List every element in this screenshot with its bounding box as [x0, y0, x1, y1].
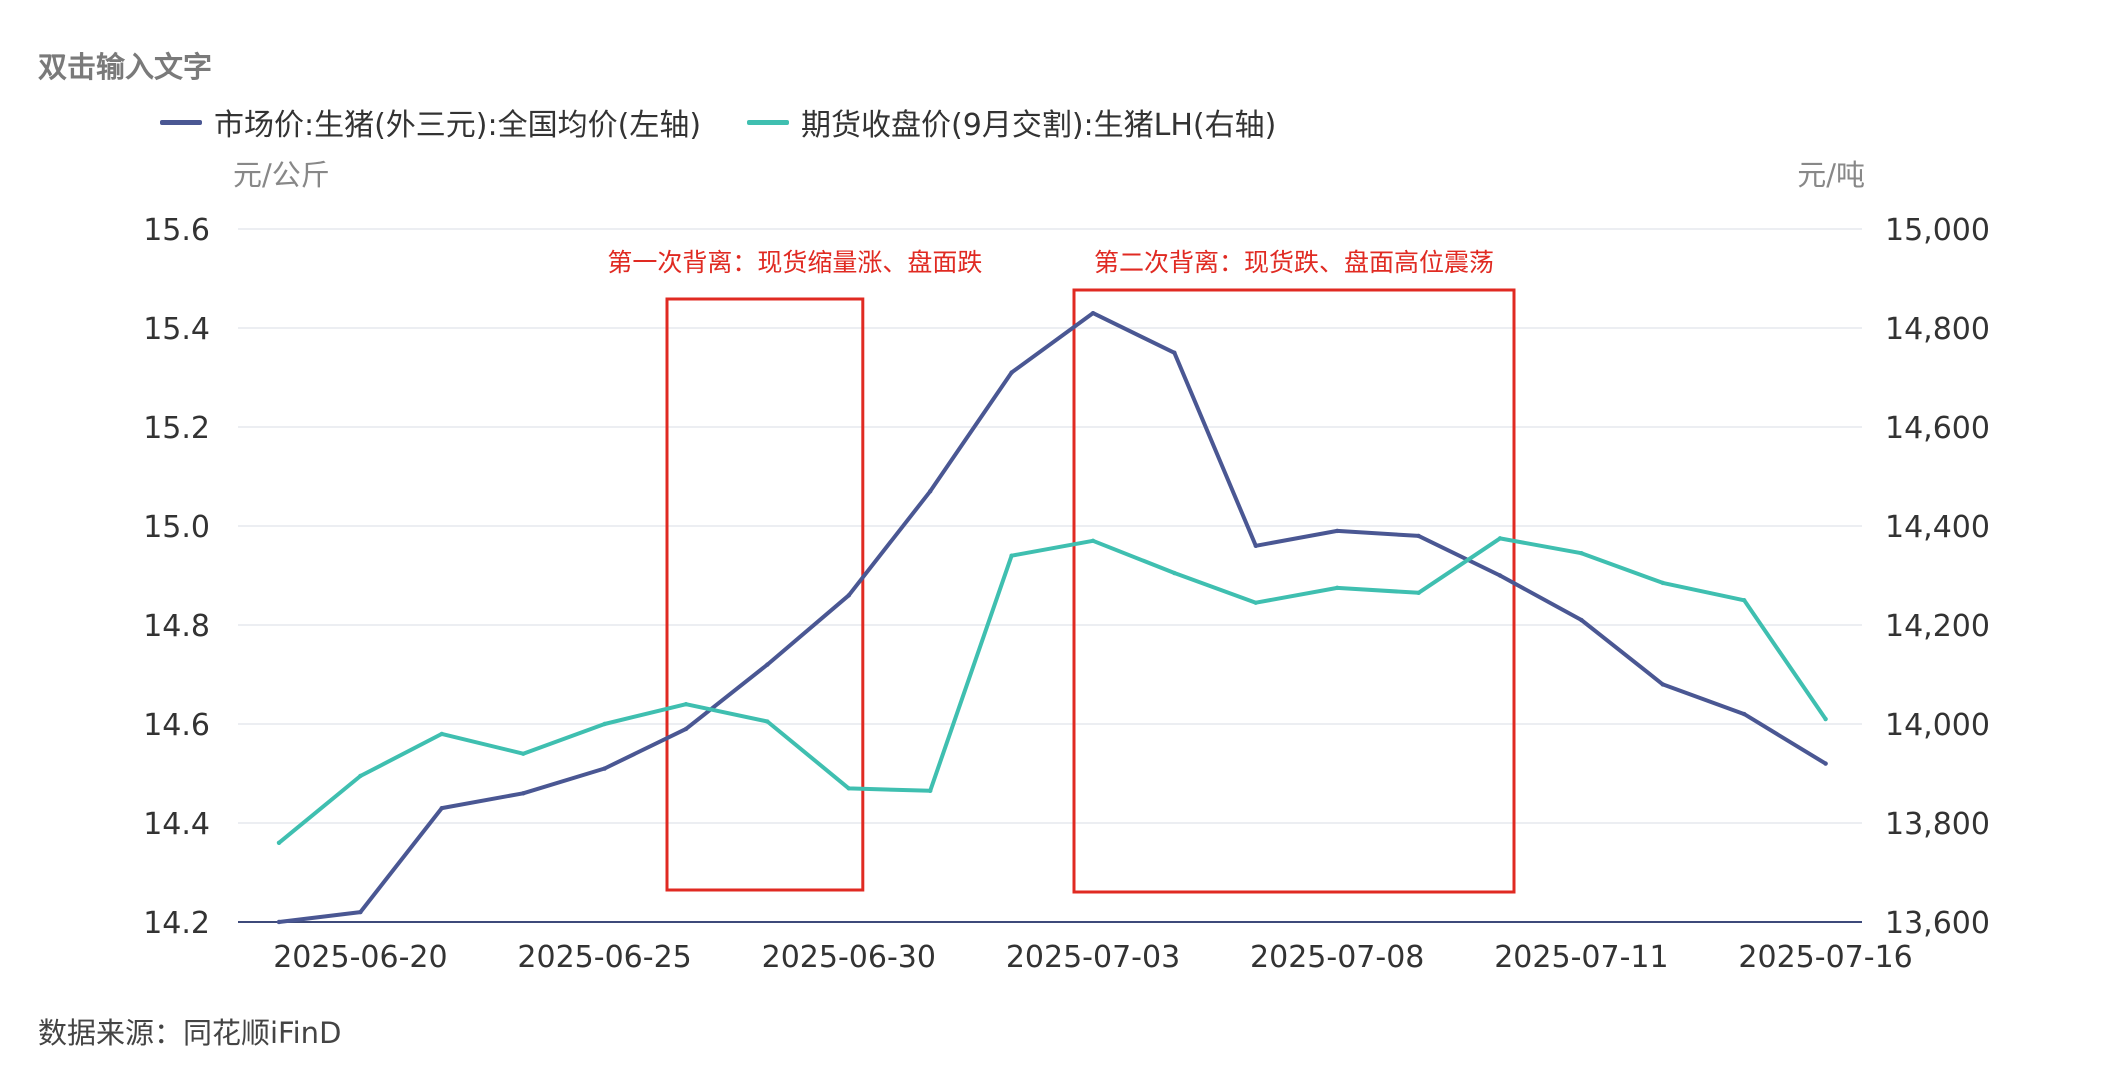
data-point: [521, 751, 526, 756]
data-point: [1660, 682, 1666, 687]
data-point: [1090, 538, 1096, 544]
data-point: [846, 786, 851, 791]
left-tick-label: 14.2: [143, 906, 210, 941]
data-point: [521, 791, 526, 796]
data-point: [1090, 310, 1096, 316]
data-point: [1253, 543, 1259, 548]
left-tick-label: 15.6: [143, 213, 210, 248]
right-tick-label: 13,800: [1885, 807, 1990, 842]
left-axis-unit: 元/公斤: [233, 158, 330, 192]
legend-item-spot[interactable]: 市场价:生猪(外三元):全国均价(左轴): [160, 100, 701, 144]
data-point: [276, 840, 282, 845]
data-point: [1416, 590, 1421, 596]
right-axis-unit: 元/吨: [1797, 158, 1865, 192]
data-point: [765, 662, 770, 667]
data-point: [439, 731, 444, 737]
data-point: [1823, 716, 1828, 722]
right-tick-label: 14,000: [1885, 708, 1990, 743]
right-tick-label: 14,400: [1885, 510, 1990, 545]
data-point: [439, 805, 444, 811]
data-point: [683, 702, 689, 707]
data-point: [1742, 598, 1747, 603]
x-tick-label: 2025-06-30: [762, 940, 936, 975]
legend: 市场价:生猪(外三元):全国均价(左轴) 期货收盘价(9月交割):生猪LH(右轴…: [160, 100, 1322, 144]
series-line-spot-price: [277, 311, 1828, 924]
annotation-label: 第二次背离：现货跌、盘面高位震荡: [1094, 248, 1494, 277]
data-point: [602, 721, 607, 727]
legend-label-spot: 市场价:生猪(外三元):全国均价(左轴): [214, 108, 702, 143]
x-tick-label: 2025-06-20: [273, 940, 447, 975]
data-point: [1497, 573, 1503, 578]
data-point: [358, 909, 363, 915]
x-tick-label: 2025-06-25: [517, 940, 691, 975]
left-tick-label: 14.6: [143, 708, 210, 743]
right-tick-label: 14,600: [1885, 411, 1990, 446]
right-tick-label: 14,800: [1885, 312, 1990, 347]
left-tick-label: 15.4: [143, 312, 210, 347]
annotation-label: 第一次背离：现货缩量涨、盘面跌: [607, 248, 982, 277]
left-tick-label: 14.4: [143, 807, 210, 842]
data-point: [928, 788, 933, 794]
data-point: [1335, 528, 1340, 534]
data-point: [1823, 761, 1828, 766]
data-point: [1009, 370, 1014, 375]
right-tick-label: 14,200: [1885, 609, 1990, 644]
data-point: [1579, 617, 1584, 623]
left-tick-label: 14.8: [143, 609, 210, 644]
data-source: 数据来源：同花顺iFinD: [38, 1016, 342, 1050]
x-tick-label: 2025-07-08: [1250, 940, 1424, 975]
data-point: [928, 489, 933, 494]
annotation-box: [1072, 288, 1516, 894]
data-point: [765, 719, 770, 724]
data-point: [1009, 553, 1014, 558]
legend-label-futures: 期货收盘价(9月交割):生猪LH(右轴): [801, 108, 1277, 143]
data-point: [846, 593, 851, 598]
x-tick-label: 2025-07-16: [1738, 940, 1912, 975]
x-tick-label: 2025-07-03: [1006, 940, 1180, 975]
legend-item-futures[interactable]: 期货收盘价(9月交割):生猪LH(右轴): [747, 100, 1276, 144]
annotation-box: [665, 297, 865, 892]
legend-swatch-spot: [160, 119, 202, 125]
data-point: [1497, 536, 1503, 541]
right-tick-label: 13,600: [1885, 906, 1990, 941]
right-tick-label: 15,000: [1885, 213, 1990, 248]
data-point: [683, 726, 689, 732]
data-point: [1335, 585, 1340, 591]
x-tick-label: 2025-07-11: [1494, 940, 1668, 975]
data-point: [1579, 551, 1584, 556]
data-point: [602, 766, 607, 771]
data-point: [1742, 711, 1747, 717]
chart-title: 双击输入文字: [38, 50, 213, 84]
data-point: [358, 773, 363, 779]
left-tick-label: 15.0: [143, 510, 210, 545]
left-tick-label: 15.2: [143, 411, 210, 446]
data-point: [1172, 570, 1177, 576]
data-point: [1172, 350, 1177, 355]
data-point: [276, 919, 282, 925]
data-point: [1416, 533, 1421, 539]
data-point: [1660, 580, 1666, 586]
legend-swatch-futures: [747, 119, 790, 125]
series-line-futures-price: [277, 536, 1828, 845]
data-point: [1253, 600, 1259, 605]
